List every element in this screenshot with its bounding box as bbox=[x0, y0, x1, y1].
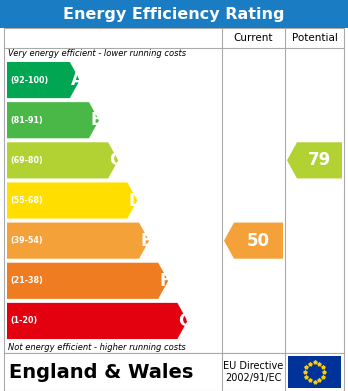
Text: (39-54): (39-54) bbox=[10, 236, 42, 245]
Text: EU Directive
2002/91/EC: EU Directive 2002/91/EC bbox=[223, 361, 284, 383]
Text: (92-100): (92-100) bbox=[10, 75, 48, 84]
Text: England & Wales: England & Wales bbox=[9, 362, 193, 382]
Text: Current: Current bbox=[234, 33, 273, 43]
Polygon shape bbox=[7, 102, 99, 138]
Bar bbox=[288, 356, 341, 388]
Text: Potential: Potential bbox=[292, 33, 338, 43]
Bar bbox=[0, 0, 348, 28]
Polygon shape bbox=[7, 263, 168, 299]
Text: B: B bbox=[90, 111, 103, 129]
Text: D: D bbox=[128, 192, 142, 210]
Text: 50: 50 bbox=[247, 231, 270, 249]
Text: (81-91): (81-91) bbox=[10, 116, 43, 125]
Polygon shape bbox=[7, 142, 118, 178]
Text: F: F bbox=[159, 272, 171, 290]
Polygon shape bbox=[7, 62, 80, 98]
Polygon shape bbox=[7, 222, 149, 259]
Text: (69-80): (69-80) bbox=[10, 156, 43, 165]
Text: (1-20): (1-20) bbox=[10, 316, 37, 325]
Text: A: A bbox=[71, 71, 84, 89]
Text: E: E bbox=[140, 231, 151, 249]
Text: Very energy efficient - lower running costs: Very energy efficient - lower running co… bbox=[8, 50, 186, 59]
Text: 79: 79 bbox=[308, 151, 331, 169]
Text: Energy Efficiency Rating: Energy Efficiency Rating bbox=[63, 7, 285, 22]
Text: (55-68): (55-68) bbox=[10, 196, 43, 205]
Text: G: G bbox=[179, 312, 192, 330]
Polygon shape bbox=[7, 183, 137, 219]
Text: (21-38): (21-38) bbox=[10, 276, 43, 285]
Polygon shape bbox=[7, 303, 188, 339]
Bar bbox=[4, 28, 344, 353]
Polygon shape bbox=[287, 142, 342, 178]
Text: Not energy efficient - higher running costs: Not energy efficient - higher running co… bbox=[8, 343, 186, 352]
Bar bbox=[4, 353, 344, 391]
Text: C: C bbox=[109, 151, 121, 169]
Polygon shape bbox=[224, 222, 283, 259]
